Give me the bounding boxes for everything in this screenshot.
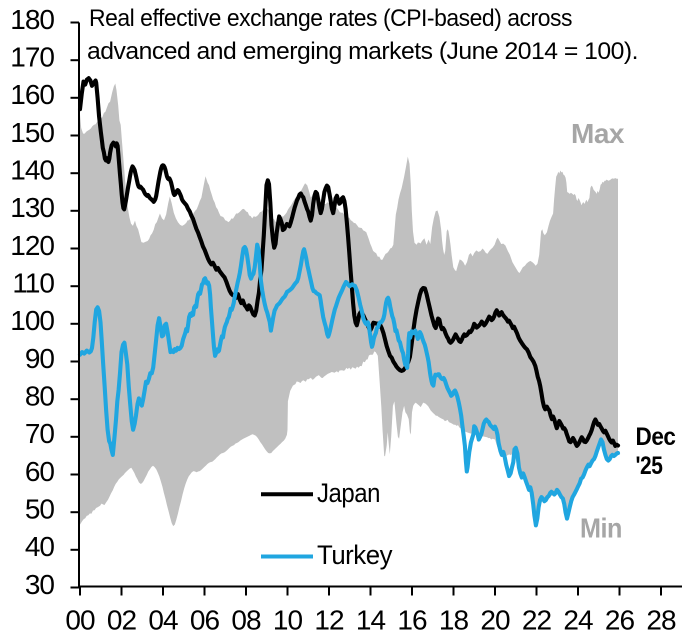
svg-text:Real effective exchange rates: Real effective exchange rates (CPI-based… [89, 5, 572, 32]
svg-text:08: 08 [231, 605, 261, 636]
svg-text:90: 90 [25, 343, 55, 374]
svg-text:Japan: Japan [317, 478, 380, 508]
svg-text:26: 26 [605, 605, 635, 636]
svg-text:04: 04 [148, 605, 178, 636]
svg-text:170: 170 [10, 42, 54, 73]
svg-text:120: 120 [10, 230, 54, 261]
svg-text:110: 110 [12, 268, 54, 299]
svg-text:Dec: Dec [636, 423, 677, 451]
svg-text:30: 30 [25, 569, 55, 600]
svg-text:80: 80 [25, 381, 55, 412]
svg-text:130: 130 [10, 192, 54, 223]
svg-text:140: 140 [10, 155, 54, 186]
svg-text:28: 28 [646, 605, 676, 636]
svg-text:24: 24 [563, 605, 593, 636]
svg-text:00: 00 [65, 605, 95, 636]
svg-text:40: 40 [25, 531, 55, 562]
svg-text:Min: Min [580, 513, 622, 544]
svg-text:22: 22 [522, 605, 552, 636]
svg-text:06: 06 [190, 605, 220, 636]
svg-text:'25: '25 [636, 452, 663, 480]
svg-text:Max: Max [571, 118, 625, 149]
svg-text:160: 160 [10, 79, 54, 110]
svg-text:Turkey: Turkey [317, 540, 393, 570]
svg-text:150: 150 [10, 117, 54, 148]
svg-text:advanced and emerging markets: advanced and emerging markets (June 2014… [87, 38, 638, 65]
svg-text:10: 10 [273, 605, 303, 636]
svg-text:12: 12 [314, 605, 344, 636]
svg-text:14: 14 [356, 605, 386, 636]
svg-text:50: 50 [25, 494, 55, 525]
svg-text:100: 100 [10, 305, 54, 336]
svg-text:16: 16 [397, 605, 427, 636]
svg-text:70: 70 [25, 418, 55, 449]
svg-text:20: 20 [480, 605, 510, 636]
svg-text:18: 18 [439, 605, 469, 636]
svg-text:02: 02 [107, 605, 137, 636]
svg-text:180: 180 [10, 4, 54, 35]
svg-text:60: 60 [25, 456, 55, 487]
